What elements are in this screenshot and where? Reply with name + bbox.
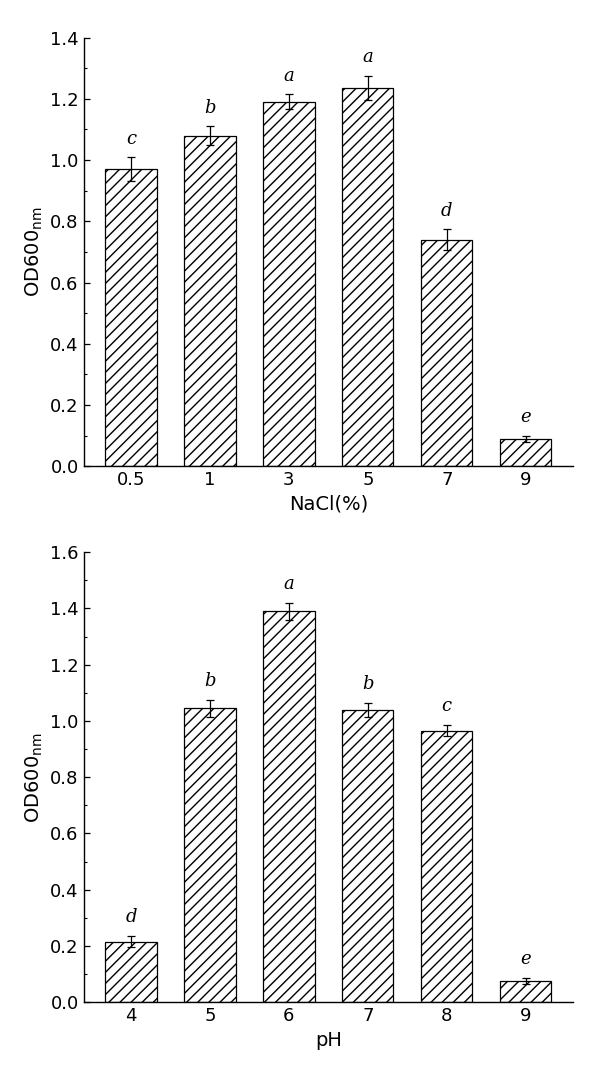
Bar	[184, 135, 236, 466]
Text: a: a	[362, 48, 373, 66]
Text: a: a	[284, 66, 294, 85]
Text: e: e	[521, 408, 531, 427]
Bar	[342, 710, 393, 1002]
Bar	[421, 240, 472, 466]
Text: c: c	[442, 697, 452, 715]
Text: b: b	[204, 99, 216, 117]
Text: b: b	[362, 674, 374, 693]
Text: d: d	[125, 908, 137, 926]
Bar	[421, 731, 472, 1002]
Bar	[105, 169, 156, 466]
Y-axis label: OD600$_{\rm nm}$: OD600$_{\rm nm}$	[23, 732, 45, 822]
Bar	[500, 981, 552, 1002]
Bar	[263, 611, 315, 1002]
Text: b: b	[204, 672, 216, 690]
Bar	[342, 88, 393, 466]
Bar	[105, 942, 156, 1002]
Text: a: a	[284, 575, 294, 593]
Text: e: e	[521, 951, 531, 968]
Bar	[184, 709, 236, 1002]
Y-axis label: OD600$_{\rm nm}$: OD600$_{\rm nm}$	[23, 207, 45, 297]
Bar	[263, 102, 315, 466]
X-axis label: pH: pH	[315, 1031, 342, 1049]
X-axis label: NaCl(%): NaCl(%)	[289, 495, 368, 513]
Bar	[500, 438, 552, 466]
Text: c: c	[126, 130, 136, 148]
Text: d: d	[441, 202, 453, 220]
